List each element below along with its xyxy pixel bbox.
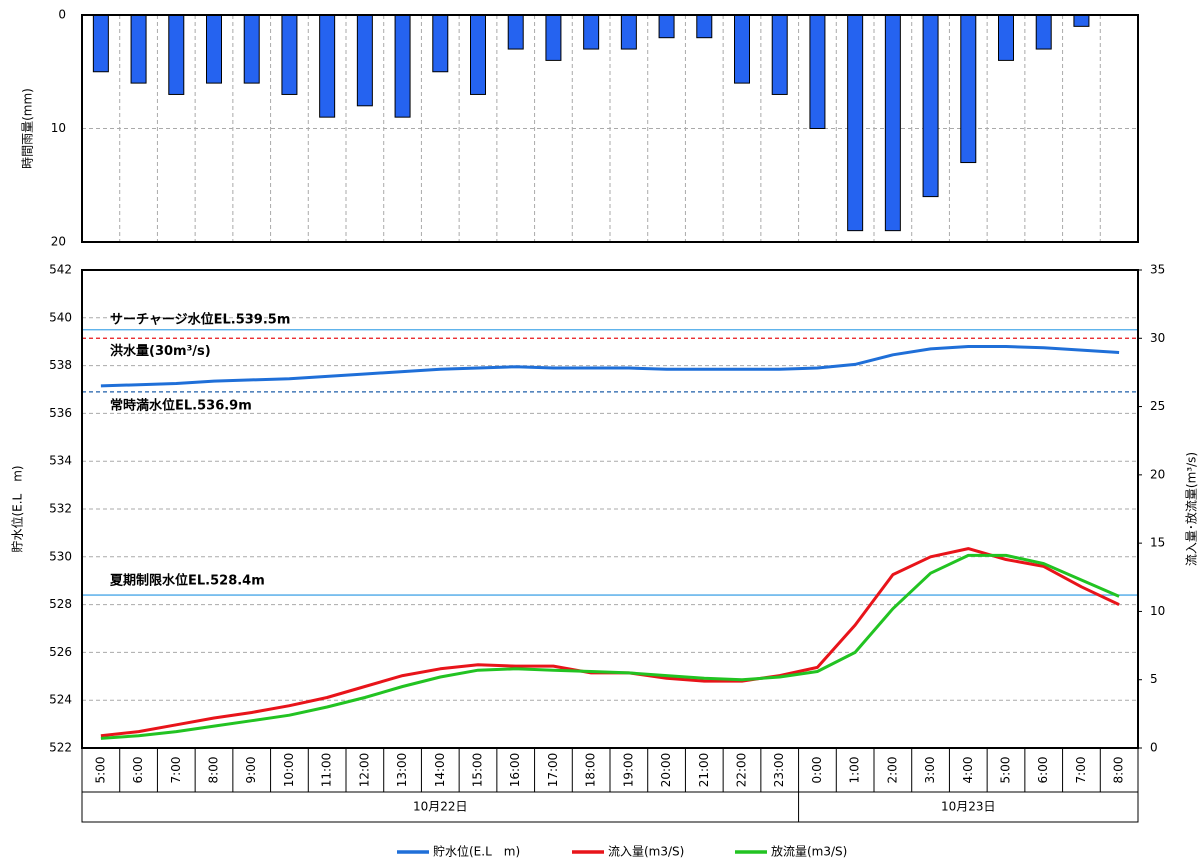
- series-line: [100, 553, 1120, 740]
- y2-tick-label: 5: [1150, 672, 1158, 686]
- y-tick-label: 538: [49, 358, 72, 372]
- category-frame: [81, 747, 1139, 823]
- annotation: サーチャージ水位EL.539.5m: [110, 311, 290, 327]
- y-tick-label: 534: [49, 454, 72, 468]
- y-tick-label: 528: [49, 597, 72, 611]
- x-tick-label: 6:00: [1036, 757, 1050, 784]
- legend-label: 貯水位(E.L m): [433, 844, 520, 859]
- bar: [922, 14, 939, 198]
- legend-label: 放流量(m3/S): [771, 844, 847, 859]
- x-tick-label: 14:00: [433, 753, 447, 788]
- bar: [545, 14, 562, 61]
- y-tick-label: 10: [51, 121, 66, 135]
- y-tick-label: 522: [49, 741, 72, 755]
- bar: [809, 14, 826, 129]
- x-tick-label: 1:00: [848, 757, 862, 784]
- bar: [1073, 14, 1090, 27]
- y2-tick-label: 25: [1150, 399, 1165, 413]
- annotation: 洪水量(30m³/s): [110, 343, 211, 359]
- bar: [884, 14, 901, 232]
- legend-label: 流入量(m3/S): [608, 845, 684, 859]
- x-tick-label: 20:00: [659, 753, 673, 788]
- y2-tick-label: 30: [1150, 331, 1165, 345]
- x-group-label: 10月23日: [941, 800, 996, 814]
- x-tick-label: 18:00: [584, 753, 598, 788]
- bar: [470, 14, 486, 95]
- y-tick-label: 542: [49, 263, 72, 277]
- x-tick-label: 4:00: [961, 757, 975, 784]
- x-tick-label: 5:00: [93, 757, 107, 784]
- bar: [206, 14, 222, 84]
- plot-frame: [81, 14, 1139, 243]
- annotation: 常時満水位EL.536.9m: [110, 397, 252, 413]
- bar: [620, 14, 637, 50]
- bar: [243, 14, 260, 84]
- bar: [394, 14, 411, 118]
- bar: [92, 14, 109, 73]
- y-tick-label: 526: [49, 645, 72, 659]
- series-line: [100, 345, 1120, 388]
- x-tick-label: 2:00: [885, 757, 899, 784]
- x-tick-label: 5:00: [999, 757, 1013, 784]
- bar: [998, 14, 1014, 61]
- y-axis-label: 時間雨量(mm): [21, 88, 35, 169]
- y-tick-label: 0: [58, 8, 66, 22]
- x-tick-label: 6:00: [131, 757, 145, 784]
- y2-tick-label: 15: [1150, 536, 1165, 550]
- y-tick-label: 530: [49, 549, 72, 563]
- x-tick-label: 9:00: [244, 757, 258, 784]
- bar: [281, 14, 298, 95]
- bar: [319, 14, 336, 118]
- y-tick-label: 540: [49, 310, 72, 324]
- x-tick-label: 7:00: [1074, 757, 1088, 784]
- annotation: 夏期制限水位EL.528.4m: [109, 573, 265, 589]
- x-tick-label: 19:00: [621, 753, 635, 788]
- bar: [130, 14, 147, 84]
- bar: [734, 14, 750, 84]
- x-tick-label: 8:00: [1112, 757, 1126, 784]
- x-tick-label: 11:00: [320, 753, 334, 788]
- x-tick-label: 13:00: [395, 753, 409, 788]
- y-tick-label: 524: [49, 693, 72, 707]
- y-tick-label: 20: [51, 235, 66, 249]
- bar: [507, 14, 524, 50]
- x-group-label: 10月22日: [413, 800, 468, 814]
- x-tick-label: 3:00: [923, 757, 937, 784]
- y2-tick-label: 0: [1150, 741, 1158, 755]
- bar: [1035, 14, 1052, 50]
- x-tick-label: 8:00: [207, 757, 221, 784]
- bar: [356, 14, 373, 107]
- y-tick-label: 532: [49, 502, 72, 516]
- y2-axis-label: 流入量･放流量(m³/s): [1184, 452, 1199, 566]
- x-tick-label: 16:00: [508, 753, 522, 788]
- bar: [658, 14, 675, 39]
- bar: [847, 14, 864, 232]
- x-tick-label: 12:00: [357, 753, 371, 788]
- y2-tick-label: 10: [1150, 604, 1165, 618]
- y2-tick-label: 20: [1150, 467, 1165, 481]
- x-tick-label: 10:00: [282, 753, 296, 788]
- bar: [583, 14, 600, 50]
- x-tick-label: 15:00: [471, 753, 485, 788]
- bar: [696, 14, 713, 39]
- y-tick-label: 536: [49, 406, 72, 420]
- bar: [168, 14, 185, 95]
- x-tick-label: 23:00: [772, 753, 786, 788]
- x-tick-label: 22:00: [735, 753, 749, 788]
- bar: [432, 14, 449, 73]
- x-tick-label: 21:00: [697, 753, 711, 788]
- y2-tick-label: 35: [1150, 263, 1165, 277]
- x-tick-label: 0:00: [810, 757, 824, 784]
- y-axis-label: 貯水位(E.L m): [10, 465, 25, 552]
- bar: [960, 14, 977, 164]
- x-tick-label: 17:00: [546, 753, 560, 788]
- x-tick-label: 7:00: [169, 757, 183, 784]
- bar: [771, 14, 788, 95]
